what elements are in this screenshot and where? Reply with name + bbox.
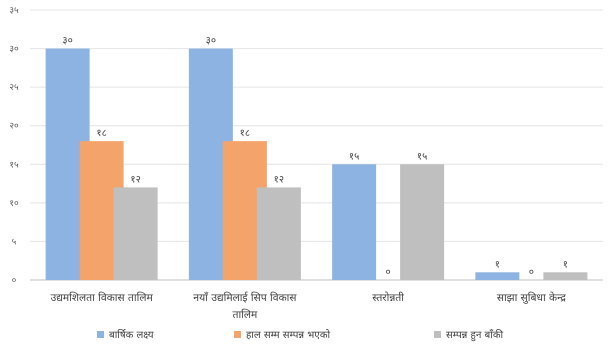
legend-label: सम्पन्न हुन बाँकी [446,329,504,342]
bars [45,48,588,281]
data-label: ० [386,267,391,278]
legend-label: हाल सम्म सम्पन्न भएको [246,329,331,341]
x-category-label: स्तरोन्नती [372,291,404,304]
data-label: ३० [206,36,216,47]
data-label: १ [495,259,500,270]
x-category-label: साझा सुबिधा केन्द्र [497,291,566,304]
bar-BFBFBF [256,187,301,280]
data-label: १८ [240,128,250,139]
bar-BFBFBF [543,272,588,280]
data-label: १५ [349,151,359,162]
y-axis-tick-labels: ० ५ १० १५ २० २५ ३० ३५ [9,6,19,286]
x-axis-category-labels: उद्यमशिलता विकास तालिम नयाँ उद्यमिलाई सिप… [50,291,566,321]
data-label: ० [529,267,534,278]
x-category-label: उद्यमशिलता विकास तालिम [50,291,153,304]
data-label: १२ [130,174,140,185]
y-tick-label: ३५ [9,6,19,16]
y-tick-label: २५ [9,83,19,93]
bar-8DB3E2 [332,164,377,280]
x-category-label: नयाँ उद्यमिलाई सिप विकास [193,291,297,304]
legend-swatch [97,331,104,338]
bar-BFBFBF [113,187,158,280]
y-tick-label: ३० [9,45,19,55]
y-tick-label: ५ [12,237,17,247]
legend-swatch [434,331,441,338]
x-category-label: तालिम [232,308,258,321]
legend-label: बार्षिक लक्ष्य [109,329,154,341]
bar-8DB3E2 [475,272,520,280]
y-tick-label: २० [9,122,19,132]
bar-BFBFBF [400,164,445,280]
y-tick-label: १५ [9,160,19,170]
legend-swatch [234,331,241,338]
data-label: १५ [417,151,427,162]
y-tick-label: ० [12,276,17,286]
legend: बार्षिक लक्ष्य हाल सम्म सम्पन्न भएको सम्पन… [97,329,504,342]
data-label: १२ [274,174,284,185]
data-label: १ [563,259,568,270]
data-label: ३० [62,36,72,47]
data-labels: ३० १८ १२ ३० १८ १२ १५ ० १५ १ ० १ [62,36,568,278]
y-tick-label: १० [9,199,19,209]
data-label: १८ [96,128,106,139]
